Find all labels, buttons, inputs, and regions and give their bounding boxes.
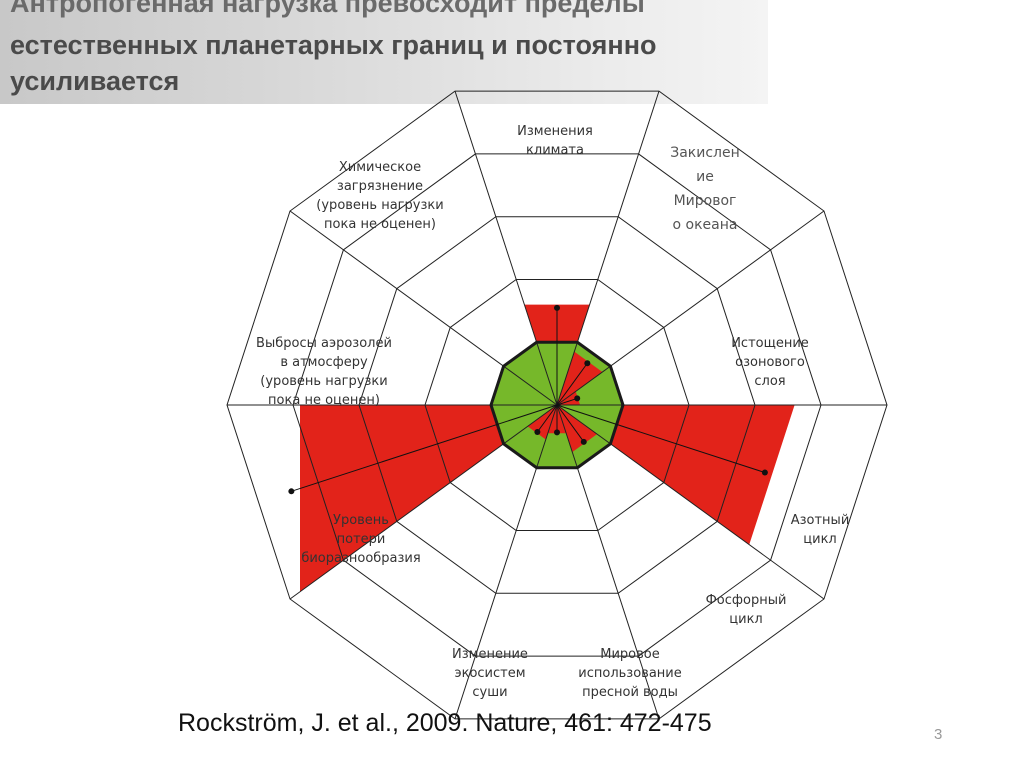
grid-spoke-1 — [556, 90, 660, 406]
indicator-dot-phosphorus — [580, 438, 587, 445]
grid-spoke-5 — [556, 404, 660, 720]
indicator-line-phosphorus — [556, 404, 585, 443]
grid-spoke-7 — [289, 404, 558, 600]
indicator-line-nitrogen — [556, 404, 766, 474]
label-biodiversity: Уровень потери биоразнообразия — [301, 513, 421, 566]
label-freshwater: Мировое использование пресной воды — [578, 647, 682, 700]
indicator-dot-ocean — [584, 360, 591, 367]
indicator-dot-land — [534, 429, 541, 436]
label-land-systems: Изменение экосистем суши — [452, 647, 528, 700]
grid-spoke-6 — [454, 404, 558, 720]
title-bar: Антропогенная нагрузка превосходит преде… — [0, 0, 768, 104]
label-aerosols: Выбросы аэрозолей в атмосферу (уровень н… — [256, 336, 392, 408]
label-chemical: Химическое загрязнение (уровень нагрузки… — [316, 160, 444, 232]
grid-spoke-9 — [289, 210, 558, 406]
grid-spoke-0 — [454, 90, 558, 406]
indicator-dot-ozone — [574, 395, 581, 402]
citation: Rockström, J. et al., 2009. Nature, 461:… — [178, 709, 712, 737]
indicator-line-land — [536, 404, 558, 433]
indicator-lines — [288, 304, 768, 495]
indicator-dot-biodiversity — [288, 488, 295, 495]
boundary-decagon — [489, 340, 625, 470]
indicator-line-ocean — [556, 362, 588, 406]
inner-wedge-ozone — [557, 391, 581, 405]
label-climate: Изменения климата — [517, 124, 593, 158]
inner-wedge-phosphorus — [557, 405, 598, 453]
indicator-dot-climate — [554, 304, 560, 311]
exceeded-sectors — [300, 304, 795, 592]
title-line-1: Антропогенная нагрузка превосходит преде… — [10, 0, 645, 18]
grid-spoke-2 — [556, 210, 825, 406]
label-phosphorus: Фосфорный цикл — [705, 593, 787, 627]
page-number: 3 — [934, 726, 943, 743]
title-line-2: естественных планетарных границ и постоя… — [10, 30, 657, 60]
boundary-ring — [489, 340, 625, 470]
label-ozone: Истощение озонового слоя — [731, 336, 809, 389]
label-ocean-acidification: Закислен ие Мировог о океана — [670, 145, 740, 233]
sector-biodiversity — [300, 405, 551, 592]
indicator-line-ozone — [556, 397, 578, 406]
sector-nitrogen — [563, 405, 795, 545]
indicator-line-biodiversity — [291, 404, 558, 492]
title-line-3: усиливается — [10, 66, 180, 96]
indicator-dot-nitrogen — [761, 469, 768, 476]
indicator-dot-water — [554, 429, 560, 436]
inner-wedge-ocean — [557, 351, 603, 405]
grid-spoke-4 — [556, 404, 825, 600]
label-nitrogen: Азотный цикл — [790, 513, 850, 547]
